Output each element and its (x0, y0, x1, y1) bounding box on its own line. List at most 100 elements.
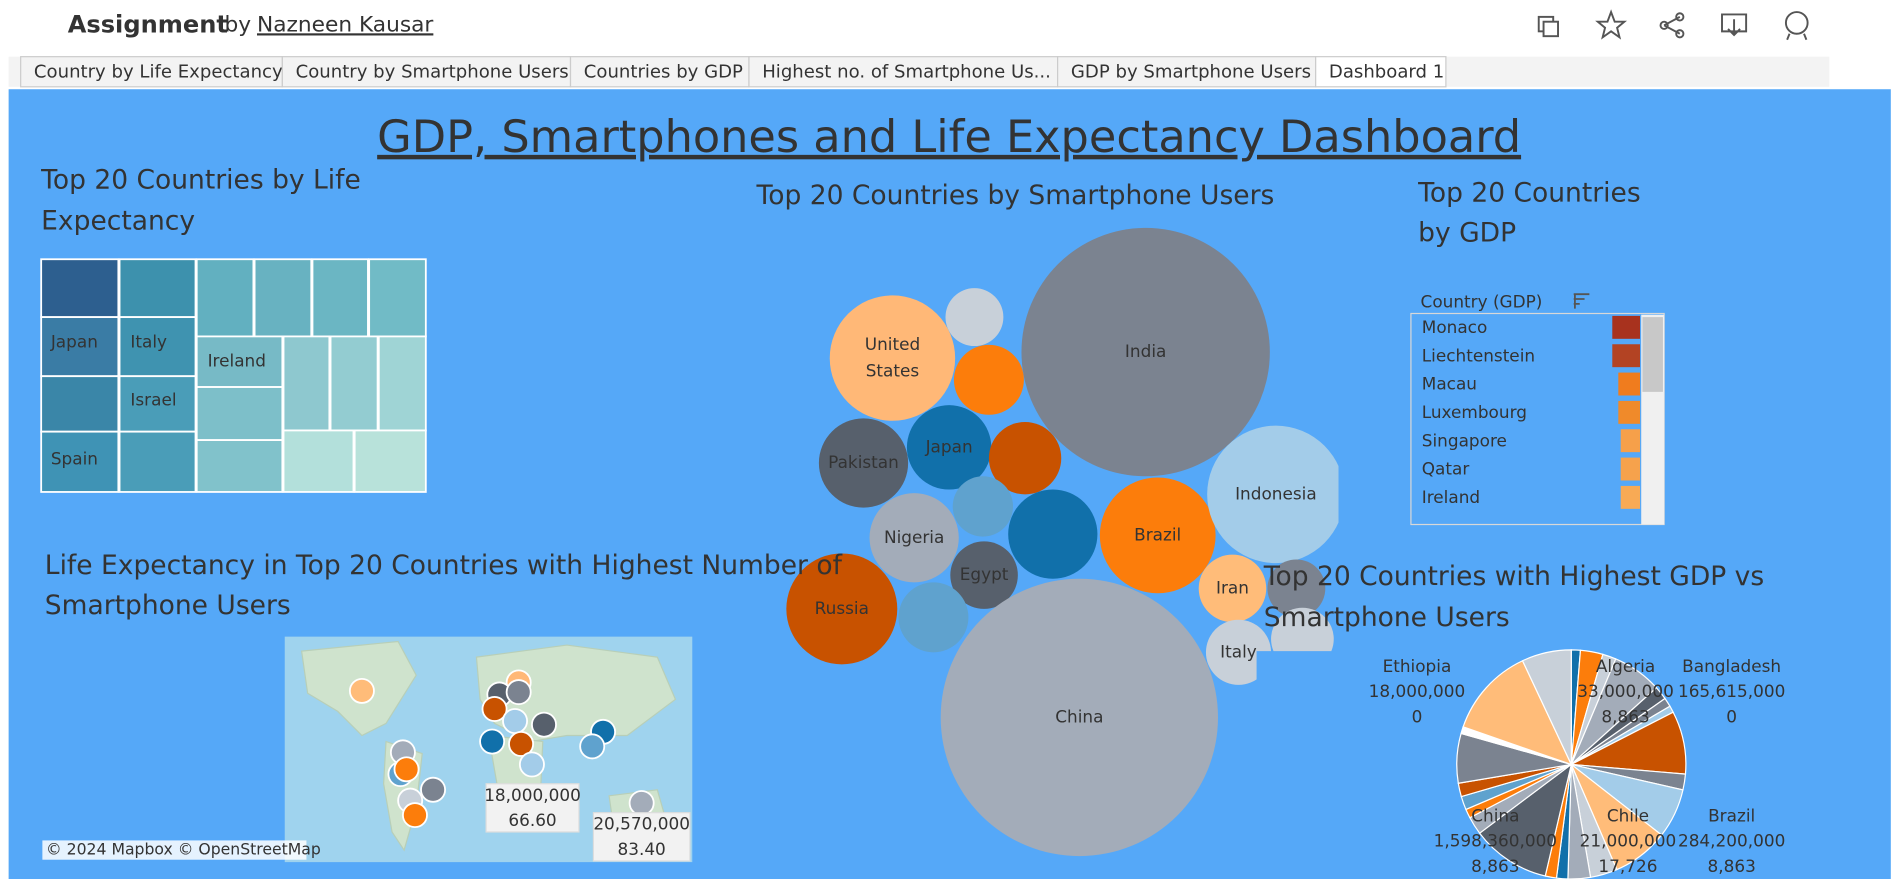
tab[interactable] (748, 56, 1059, 88)
gdp-title: by GDP (1418, 217, 1516, 248)
bubble-label: India (1125, 341, 1166, 361)
attribution-box (42, 840, 307, 860)
download-icon[interactable] (1721, 13, 1748, 37)
subscribe-icon[interactable] (1784, 11, 1809, 35)
treemap-cell (118, 316, 197, 378)
share-dot (1675, 12, 1685, 22)
bubble (1205, 619, 1272, 685)
pie-label: China (1471, 805, 1519, 825)
bubble-label: Brazil (1134, 524, 1181, 544)
bubble (945, 288, 1004, 347)
map-point[interactable] (479, 728, 506, 755)
tab[interactable] (1057, 56, 1317, 88)
bubble-label: Nigeria (884, 527, 944, 547)
map-point[interactable] (508, 730, 535, 757)
map-label: 20,570,000 (593, 814, 690, 834)
tab[interactable] (1315, 56, 1447, 88)
bubble-label: Iran (1216, 577, 1249, 597)
bubble (829, 295, 956, 421)
bubble (1099, 477, 1216, 594)
gdp-row-label: Monaco (1422, 317, 1488, 337)
revert-icon-back (1542, 20, 1559, 38)
pie-slice (1478, 762, 1573, 877)
map-point[interactable] (420, 776, 447, 803)
bubble (988, 422, 1062, 495)
gdp-row-label: Qatar (1422, 459, 1470, 479)
bubble (1021, 227, 1270, 477)
map-point[interactable] (502, 708, 529, 735)
pie-label: 284,200,000 (1678, 831, 1785, 851)
gdp-row-bar (1620, 485, 1641, 509)
bubble-label: United States (865, 334, 920, 381)
tab[interactable] (281, 56, 572, 88)
bubble (953, 344, 1024, 415)
gdp-scroll-thumb[interactable] (1642, 317, 1663, 392)
treemap-cell (40, 430, 120, 493)
tab[interactable] (20, 56, 283, 88)
favorite-icon[interactable] (1595, 9, 1628, 40)
workbook-title: Assignment (68, 10, 228, 38)
treemap-cell (195, 439, 284, 493)
pie-label: 8,863 (1471, 856, 1519, 876)
pie-label: 165,615,000 (1678, 681, 1785, 701)
treemap-cell (282, 335, 331, 432)
map-point[interactable] (393, 756, 420, 783)
pie-label: 18,000,000 (1369, 681, 1466, 701)
pie-label: 21,000,000 (1580, 831, 1677, 851)
gdp-header: Country (GDP) (1421, 292, 1543, 312)
gdp-row-label: Luxembourg (1422, 402, 1527, 422)
treemap-cell (353, 429, 427, 493)
pie-slice (1521, 649, 1572, 765)
treemap-label: Italy (130, 331, 167, 351)
tab-label: GDP by Smartphone Users (1071, 61, 1311, 82)
bubble (906, 405, 992, 490)
tab[interactable] (569, 56, 750, 88)
map-title: Life Expectancy in Top 20 Countries with… (45, 550, 843, 581)
bubble (940, 578, 1219, 857)
bubble-label: Italy (1220, 641, 1257, 661)
map-attribution: © 2024 Mapbox © OpenStreetMap (46, 840, 321, 859)
treemap-cell (195, 335, 284, 388)
bubble-label: Pakistan (828, 452, 899, 472)
treemap-cell (195, 258, 255, 338)
by-text: by (224, 12, 251, 37)
map-point[interactable] (505, 679, 532, 706)
pie-label: 33,000,000 (1577, 681, 1674, 701)
map-label: 66.60 (508, 810, 556, 830)
dashboard-title: GDP, Smartphones and Life Expectancy Das… (377, 111, 1521, 163)
treemap-cell (253, 258, 313, 338)
map-point[interactable] (628, 790, 655, 816)
author-link[interactable]: Nazneen Kausar (257, 12, 433, 37)
pie-label: Algeria (1596, 656, 1655, 676)
pie-label: Ethiopia (1383, 656, 1452, 676)
map-point[interactable] (531, 711, 557, 738)
map-point[interactable] (481, 696, 508, 722)
map-title: Smartphone Users (45, 590, 291, 621)
bubble-label: Indonesia (1235, 483, 1317, 503)
map-label-box (485, 783, 580, 833)
treemap-cell (329, 335, 379, 432)
tab-label: Dashboard 1 (1329, 61, 1444, 82)
pie-label: 8,863 (1708, 856, 1756, 876)
treemap-cell (368, 258, 427, 338)
bubble (1207, 425, 1339, 564)
map-point[interactable] (518, 751, 545, 778)
treemap-label: Ireland (208, 351, 266, 371)
bubble (898, 582, 969, 653)
gdp-row-bar (1612, 315, 1641, 339)
tab-label: Countries by GDP (584, 61, 743, 82)
sort-icon[interactable] (1573, 293, 1590, 309)
bubble-chart: India United States Pakistan Japan Nigeria Egy… (786, 227, 1339, 857)
map-point[interactable] (348, 677, 375, 704)
map-point[interactable] (402, 802, 428, 829)
pie-title: Smartphone Users (1264, 602, 1510, 633)
map-point[interactable] (579, 733, 606, 760)
bubble (1267, 559, 1326, 618)
bubbles-title: Top 20 Countries by Smartphone Users (756, 180, 1275, 211)
share-dot (1675, 29, 1685, 39)
treemap-cell (40, 258, 120, 319)
gdp-row-label: Singapore (1422, 430, 1507, 450)
bubble (952, 476, 1014, 537)
tab-label: Country by Life Expectancy (34, 61, 283, 82)
